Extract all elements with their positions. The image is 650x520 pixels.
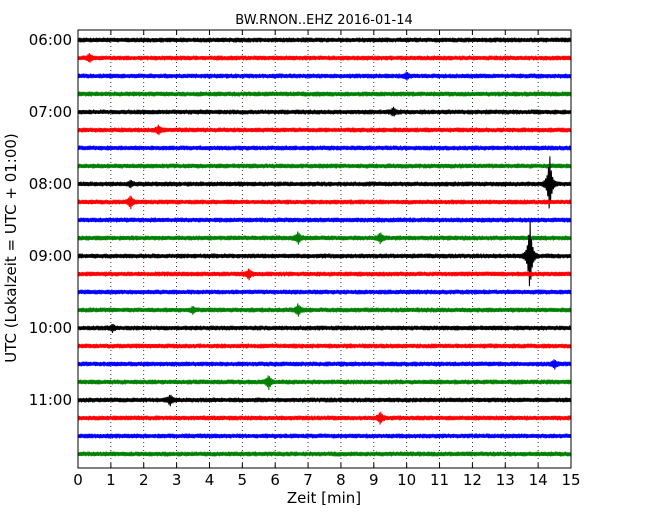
y-tick-label: 07:00 [29, 103, 72, 121]
trace-1000 [77, 323, 572, 334]
x-tick-label: 2 [139, 471, 149, 489]
x-axis-label: Zeit [min] [287, 489, 361, 507]
trace-0645 [77, 91, 572, 97]
plot-frame [77, 29, 572, 469]
trace-0845 [77, 231, 572, 245]
trace-0815 [77, 195, 572, 210]
x-tick-label: 1 [106, 471, 116, 489]
x-tick-label: 5 [238, 471, 248, 489]
trace-1100 [77, 394, 572, 407]
x-tick-label: 7 [303, 471, 313, 489]
trace-0745 [77, 163, 572, 169]
x-axis: 0 1 2 3 4 5 6 7 8 9 10 11 12 13 14 15 [73, 30, 581, 489]
x-tick-label: 11 [430, 471, 449, 489]
y-tick-label: 09:00 [29, 247, 72, 265]
x-tick-label: 6 [270, 471, 280, 489]
trace-1015 [77, 343, 572, 349]
trace-0800 [77, 156, 572, 209]
trace-0900 [77, 222, 572, 287]
x-tick-label: 15 [561, 471, 580, 489]
trace-0700 [77, 106, 572, 117]
y-tick-label: 11:00 [29, 391, 72, 409]
y-tick-label: 06:00 [29, 31, 72, 49]
x-tick-label: 4 [205, 471, 215, 489]
trace-0615 [77, 53, 572, 63]
x-tick-label: 9 [369, 471, 379, 489]
trace-1045 [77, 375, 572, 390]
x-tick-label: 12 [463, 471, 482, 489]
y-axis: 06:00 07:00 08:00 09:00 10:00 11:00 [29, 31, 83, 409]
trace-0630 [77, 71, 572, 81]
x-tick-label: 3 [172, 471, 182, 489]
trace-0915 [77, 268, 572, 281]
y-tick-label: 10:00 [29, 319, 72, 337]
y-tick-label: 08:00 [29, 175, 72, 193]
chart-title: BW.RNON..EHZ 2016-01-14 [235, 13, 413, 28]
trace-0715 [77, 124, 572, 136]
trace-0945 [77, 303, 572, 317]
x-tick-label: 0 [73, 471, 83, 489]
trace-0930 [77, 289, 572, 295]
x-tick-label: 13 [496, 471, 515, 489]
trace-1145 [77, 451, 572, 457]
y-axis-label: UTC (Lokalzeit = UTC + 01:00) [2, 133, 20, 363]
trace-lines [77, 37, 572, 457]
x-tick-label: 14 [529, 471, 548, 489]
trace-0730 [77, 145, 572, 151]
trace-0830 [77, 217, 572, 223]
x-tick-label: 10 [397, 471, 416, 489]
trace-1115 [77, 411, 572, 425]
trace-1130 [77, 433, 572, 439]
trace-1030 [77, 359, 572, 370]
trace-0600 [77, 37, 572, 43]
x-tick-label: 8 [336, 471, 346, 489]
